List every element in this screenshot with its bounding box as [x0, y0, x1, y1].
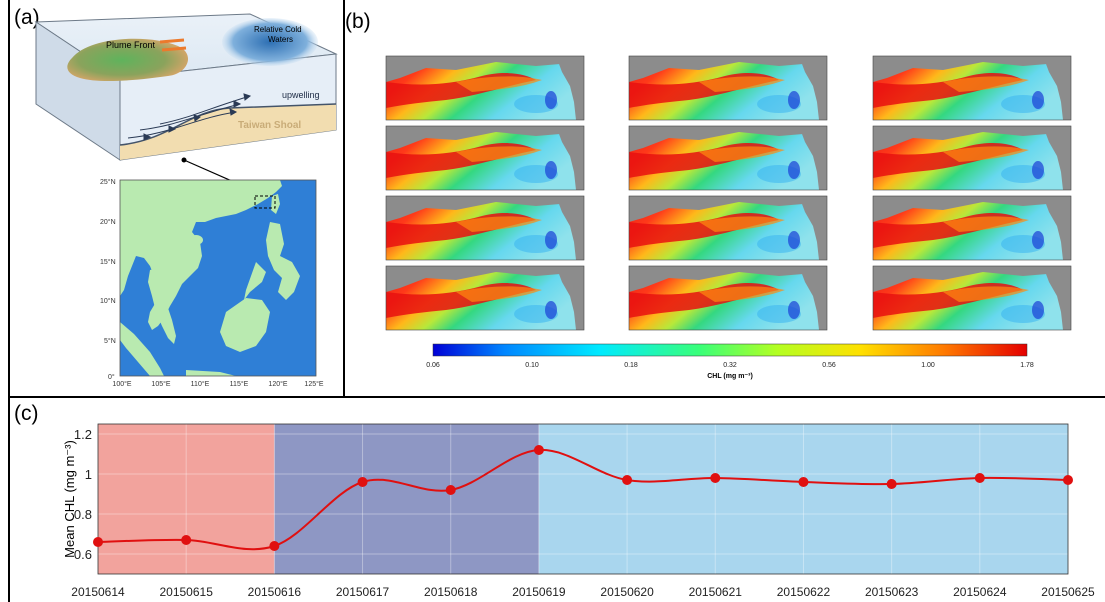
x-tick-label: 20150620 — [600, 585, 654, 599]
panel-label-c: (c) — [14, 402, 39, 425]
lon-tick: 115°E — [230, 380, 249, 388]
colorbar-tick: 0.10 — [525, 362, 539, 369]
chl-map-tile — [385, 195, 585, 261]
chl-map-tile — [628, 195, 828, 261]
colorbar-tick: 1.00 — [921, 362, 935, 369]
y-tick-label: 1.2 — [74, 427, 92, 442]
lon-tick: 120°E — [268, 380, 287, 388]
lat-tick: 20°N — [100, 218, 116, 226]
colorbar-tick: 0.32 — [723, 362, 737, 369]
panel-label-a: (a) — [14, 6, 40, 29]
lon-tick: 125°E — [304, 380, 323, 388]
flow-arrows — [127, 93, 252, 141]
location-map — [119, 179, 317, 377]
study-area-box — [254, 195, 276, 209]
x-tick-label: 20150616 — [248, 585, 302, 599]
y-tick-label: 1 — [85, 467, 92, 482]
lon-tick: 105°E — [151, 380, 170, 388]
shaded-period-band — [538, 424, 1068, 574]
x-tick-label: 20150625 — [1041, 585, 1095, 599]
x-tick-label: 20150614 — [71, 585, 125, 599]
map-lon-labels: 100°E 105°E 110°E 115°E 120°E 125°E — [112, 380, 323, 388]
data-point — [622, 475, 633, 485]
y-tick-label: 0.6 — [74, 547, 92, 562]
chl-map-tile — [628, 55, 828, 121]
x-tick-labels: 20150614 20150615 20150616 20150617 20150618… — [71, 585, 1095, 599]
lat-tick: 25°N — [100, 178, 116, 186]
plume-front-blob — [67, 38, 189, 82]
colorbar-tick: 1.78 — [1020, 362, 1034, 369]
chl-map-tile — [872, 55, 1072, 121]
cold-waters-label-1: Relative Cold — [254, 25, 302, 34]
data-point — [357, 477, 368, 487]
time-series-chart: 0.60.811.2 20150614 20150615 20150616 20150… — [62, 423, 1095, 599]
chl-map-tile — [872, 265, 1072, 331]
data-points — [93, 445, 1073, 551]
panel-divider-horizontal — [8, 396, 1105, 398]
data-point — [269, 541, 280, 551]
panel-a-figure: Plume Front Relative Cold Waters upwelli… — [34, 13, 338, 388]
series-curve — [97, 448, 1069, 551]
data-point — [974, 473, 985, 483]
chl-map-tile — [385, 55, 585, 121]
x-tick-label: 20150619 — [512, 585, 566, 599]
frame-left-border — [8, 0, 10, 602]
chl-map-grid — [385, 55, 1072, 331]
y-axis-label: Mean CHL (mg m⁻³) — [62, 440, 77, 558]
panel-b-figure: 0.06 0.10 0.18 0.32 0.56 1.00 1.78 CHL (… — [385, 55, 1072, 380]
chl-map-tile — [872, 125, 1072, 191]
lat-tick: 5°N — [104, 337, 116, 345]
chl-map-tile — [385, 125, 585, 191]
colorbar-tick: 0.56 — [822, 362, 836, 369]
data-point — [93, 537, 103, 547]
colorbar-tick: 0.06 — [426, 362, 440, 369]
shaded-period-band — [274, 424, 539, 574]
chl-map-tile — [628, 125, 828, 191]
grid-lines — [97, 424, 1069, 574]
shoal-shape — [120, 104, 336, 160]
x-tick-label: 20150624 — [953, 585, 1007, 599]
lat-tick: 10°N — [100, 297, 116, 305]
data-point — [798, 477, 809, 487]
data-point — [533, 445, 544, 455]
chl-map-tile — [628, 265, 828, 331]
data-point — [181, 535, 192, 545]
lat-tick: 0° — [108, 373, 115, 381]
lon-tick: 100°E — [112, 380, 131, 388]
x-tick-label: 20150615 — [159, 585, 213, 599]
cold-waters-label-2: Waters — [268, 35, 293, 44]
upwelling-label: upwelling — [282, 90, 320, 100]
plot-frame — [97, 423, 1069, 575]
colorbar-tick: 0.18 — [624, 362, 638, 369]
x-tick-label: 20150617 — [336, 585, 390, 599]
data-point — [710, 473, 721, 483]
plume-direction-arrows — [159, 38, 187, 52]
data-point — [1063, 475, 1073, 485]
y-tick-labels: 0.6 0.8 1 1.2 — [74, 427, 92, 562]
colorbar-label: CHL (mg m⁻³) — [707, 373, 753, 380]
panel-divider-vertical — [343, 0, 345, 396]
chl-map-tile — [872, 195, 1072, 261]
shoal-label: Taiwan Shoal — [238, 120, 301, 131]
map-frame — [119, 179, 317, 377]
x-tick-label: 20150623 — [865, 585, 919, 599]
lat-tick: 15°N — [100, 258, 116, 266]
colorbar — [432, 343, 1028, 357]
colorbar-ticks: 0.06 0.10 0.18 0.32 0.56 1.00 1.78 — [426, 362, 1034, 369]
map-lat-labels: 25°N 20°N 15°N 10°N 5°N 0° — [100, 178, 116, 381]
shaded-periods — [98, 424, 1068, 574]
x-tick-label: 20150621 — [689, 585, 743, 599]
data-point — [886, 479, 897, 489]
lon-tick: 110°E — [191, 380, 210, 388]
x-tick-label: 20150618 — [424, 585, 478, 599]
panel-label-b: (b) — [345, 10, 371, 33]
chl-map-tile — [385, 265, 585, 331]
plume-front-label: Plume Front — [106, 40, 156, 50]
y-tick-label: 0.8 — [74, 507, 92, 522]
x-tick-label: 20150622 — [777, 585, 831, 599]
data-point — [445, 485, 456, 495]
cold-water-blob — [222, 18, 318, 66]
